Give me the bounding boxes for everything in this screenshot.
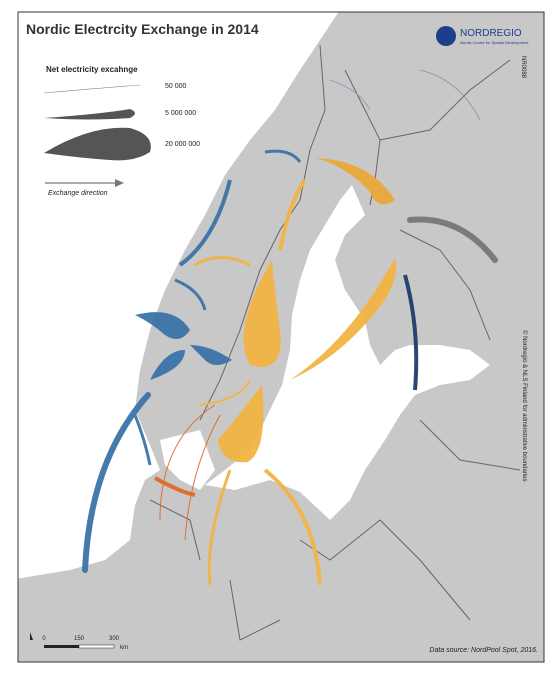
source: Data source: NordPool Spot, 2016. xyxy=(429,647,538,654)
flow xyxy=(403,274,419,391)
flow xyxy=(199,379,251,406)
scale-label: 0 xyxy=(42,636,46,642)
scale-bar: 0 150 300 km xyxy=(30,632,128,651)
flow xyxy=(150,350,185,380)
flow xyxy=(263,468,322,586)
logo-name: NORDREGIO xyxy=(460,28,522,39)
flow xyxy=(184,414,221,541)
scale-segment xyxy=(78,644,115,649)
flow xyxy=(243,260,281,367)
title: Nordic Electrcity Exchange in 2014 xyxy=(26,21,259,37)
legend-size: 20 000 000 xyxy=(165,141,200,148)
copyright: © Nordregio & NLS Finland for administra… xyxy=(521,330,528,482)
legend-symbol xyxy=(44,109,135,120)
flow xyxy=(190,345,232,365)
map-id: NR0088 xyxy=(520,56,526,79)
flows xyxy=(82,69,498,586)
flow xyxy=(207,469,232,586)
scale-unit: km xyxy=(120,645,128,651)
flow xyxy=(178,179,232,267)
flow xyxy=(264,149,302,163)
scale-label: 300 xyxy=(109,636,120,642)
legend-size: 50 000 xyxy=(165,83,187,90)
flow xyxy=(278,178,307,251)
flow xyxy=(419,69,481,121)
legend: Net electricity excahnge 50 000 5 000 00… xyxy=(43,65,200,197)
legend-symbol xyxy=(44,127,151,161)
logo-icon xyxy=(436,26,456,46)
basemap xyxy=(18,12,544,662)
flow xyxy=(133,414,152,466)
logo-tagline: Nordic Centre for Spatial Development xyxy=(460,40,529,45)
flow xyxy=(135,312,190,339)
flow xyxy=(194,256,251,267)
borders xyxy=(149,44,521,641)
flow xyxy=(407,216,498,263)
scale-label: 150 xyxy=(74,636,85,642)
flow xyxy=(154,476,196,497)
legend-arrow xyxy=(115,179,124,187)
north-arrow xyxy=(30,632,33,640)
legend-symbol xyxy=(43,84,141,94)
scale-segment xyxy=(44,645,79,648)
frame xyxy=(17,11,545,663)
flow xyxy=(218,385,264,463)
flow xyxy=(159,404,216,521)
legend-size: 5 000 000 xyxy=(165,110,196,117)
legend-title: Net electricity excahnge xyxy=(46,65,138,74)
flow xyxy=(329,79,371,111)
flow xyxy=(174,278,207,311)
flow xyxy=(315,158,395,205)
legend-direction: Exchange direction xyxy=(48,190,108,197)
flow xyxy=(82,392,151,573)
